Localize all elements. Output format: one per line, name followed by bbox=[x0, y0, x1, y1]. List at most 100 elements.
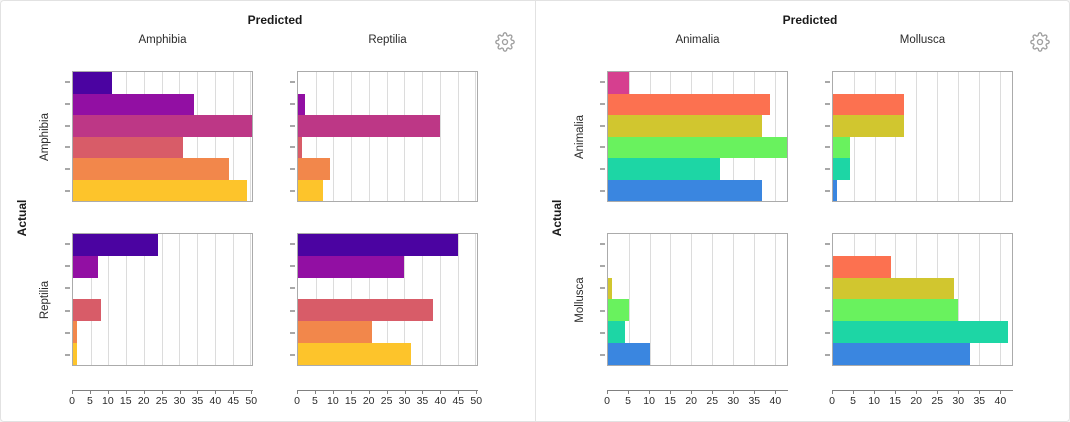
bar[interactable] bbox=[73, 72, 112, 94]
x-axis-tick bbox=[350, 390, 352, 394]
bar[interactable] bbox=[608, 179, 763, 201]
gridline bbox=[628, 234, 630, 365]
bar[interactable] bbox=[73, 343, 77, 365]
bar-slot bbox=[608, 158, 787, 180]
bar[interactable] bbox=[298, 158, 330, 180]
bar-slot bbox=[833, 136, 1012, 158]
bar[interactable] bbox=[833, 93, 904, 115]
confusion-cell-mollusca-animalia bbox=[607, 233, 788, 366]
x-axis-tick-label: 15 bbox=[344, 395, 357, 407]
y-axis-tick bbox=[65, 102, 70, 105]
gridline bbox=[232, 72, 234, 201]
bar[interactable] bbox=[608, 321, 625, 344]
gridline bbox=[439, 234, 441, 365]
x-axis-tick-label: 10 bbox=[868, 395, 880, 407]
settings-gear-icon[interactable] bbox=[495, 32, 515, 52]
bar[interactable] bbox=[833, 343, 971, 365]
bar[interactable] bbox=[833, 136, 850, 158]
bar-slot bbox=[608, 321, 787, 344]
bar[interactable] bbox=[833, 179, 838, 201]
bar-slot bbox=[73, 234, 252, 256]
bar[interactable] bbox=[298, 234, 458, 256]
bar[interactable] bbox=[608, 299, 629, 322]
bar[interactable] bbox=[608, 343, 650, 365]
gridline bbox=[197, 234, 199, 365]
y-axis-tick bbox=[600, 265, 605, 268]
y-axis-tick bbox=[825, 168, 830, 171]
bar[interactable] bbox=[73, 234, 159, 256]
bar-slot bbox=[833, 93, 1012, 115]
bar[interactable] bbox=[73, 136, 183, 158]
confusion-cell-reptilia-amphibia bbox=[72, 233, 253, 366]
bar[interactable] bbox=[73, 179, 247, 201]
x-axis-tick-label: 40 bbox=[434, 395, 447, 407]
bar[interactable] bbox=[73, 93, 194, 115]
bar[interactable] bbox=[73, 321, 77, 344]
bar[interactable] bbox=[833, 255, 892, 278]
bar-slot bbox=[73, 93, 252, 115]
bar[interactable] bbox=[833, 277, 954, 300]
x-axis-tick-label: 25 bbox=[931, 395, 944, 407]
gridline bbox=[999, 234, 1001, 365]
bar[interactable] bbox=[298, 93, 306, 115]
gridline bbox=[475, 234, 477, 365]
bar[interactable] bbox=[608, 158, 721, 180]
gridline bbox=[774, 234, 776, 365]
y-axis-tick bbox=[290, 265, 295, 268]
y-axis-tick bbox=[65, 146, 70, 149]
bar-slot bbox=[608, 256, 787, 278]
bar[interactable] bbox=[73, 299, 102, 322]
bar[interactable] bbox=[608, 136, 787, 158]
bar[interactable] bbox=[833, 115, 904, 137]
bar[interactable] bbox=[73, 115, 252, 137]
bar[interactable] bbox=[833, 321, 1008, 344]
x-axis: 0 5 10 15 20 25 30 35 40 bbox=[604, 390, 788, 407]
bar-slot bbox=[298, 93, 477, 115]
x-axis-tick bbox=[89, 390, 91, 394]
bar[interactable] bbox=[298, 321, 373, 344]
x-axis-tick bbox=[386, 390, 388, 394]
gridline bbox=[874, 72, 876, 201]
gridline bbox=[916, 72, 918, 201]
y-axis-tick bbox=[65, 287, 70, 290]
bar[interactable] bbox=[833, 158, 850, 180]
y-axis-tick bbox=[825, 146, 830, 149]
y-axis-tick bbox=[600, 190, 605, 193]
x-axis-tick bbox=[314, 390, 316, 394]
x-axis-tick bbox=[733, 390, 735, 394]
settings-gear-icon[interactable] bbox=[1030, 32, 1050, 52]
bar[interactable] bbox=[298, 343, 412, 365]
bar-slot bbox=[73, 179, 252, 201]
bar-slot bbox=[73, 321, 252, 344]
y-axis-tick bbox=[65, 309, 70, 312]
x-axis: 0 5 10 15 20 25 30 35 40 45 50 bbox=[294, 390, 482, 407]
confusion-cell-mollusca-mollusca bbox=[832, 233, 1013, 366]
bar[interactable] bbox=[608, 72, 629, 94]
bar[interactable] bbox=[608, 277, 613, 300]
x-axis-tick-label: 5 bbox=[850, 395, 856, 407]
gridline bbox=[753, 234, 755, 365]
bar[interactable] bbox=[298, 136, 302, 158]
x-axis-tick-label: 0 bbox=[294, 395, 300, 407]
y-axis-tick bbox=[290, 331, 295, 334]
bar[interactable] bbox=[73, 255, 98, 278]
bar[interactable] bbox=[608, 93, 771, 115]
bar[interactable] bbox=[73, 158, 229, 180]
predicted-axis-title: Predicted bbox=[782, 13, 838, 27]
bar[interactable] bbox=[298, 115, 440, 137]
bar[interactable] bbox=[608, 115, 763, 137]
bar[interactable] bbox=[298, 179, 323, 201]
x-axis-tick bbox=[979, 390, 981, 394]
gridline bbox=[937, 72, 939, 201]
confusion-matrix-panel: Predicted Animalia Mollusca Actual Animalia M… bbox=[535, 1, 1069, 421]
predicted-class-label: Reptilia bbox=[368, 34, 407, 46]
bar-slot bbox=[298, 234, 477, 256]
bar-group bbox=[833, 234, 1012, 365]
bar[interactable] bbox=[298, 255, 405, 278]
bar[interactable] bbox=[833, 299, 958, 322]
x-axis-tick-label: 0 bbox=[604, 395, 610, 407]
bar-slot bbox=[73, 299, 252, 322]
bar[interactable] bbox=[298, 299, 433, 322]
y-axis-tick bbox=[825, 287, 830, 290]
x-axis-tick bbox=[458, 390, 460, 394]
